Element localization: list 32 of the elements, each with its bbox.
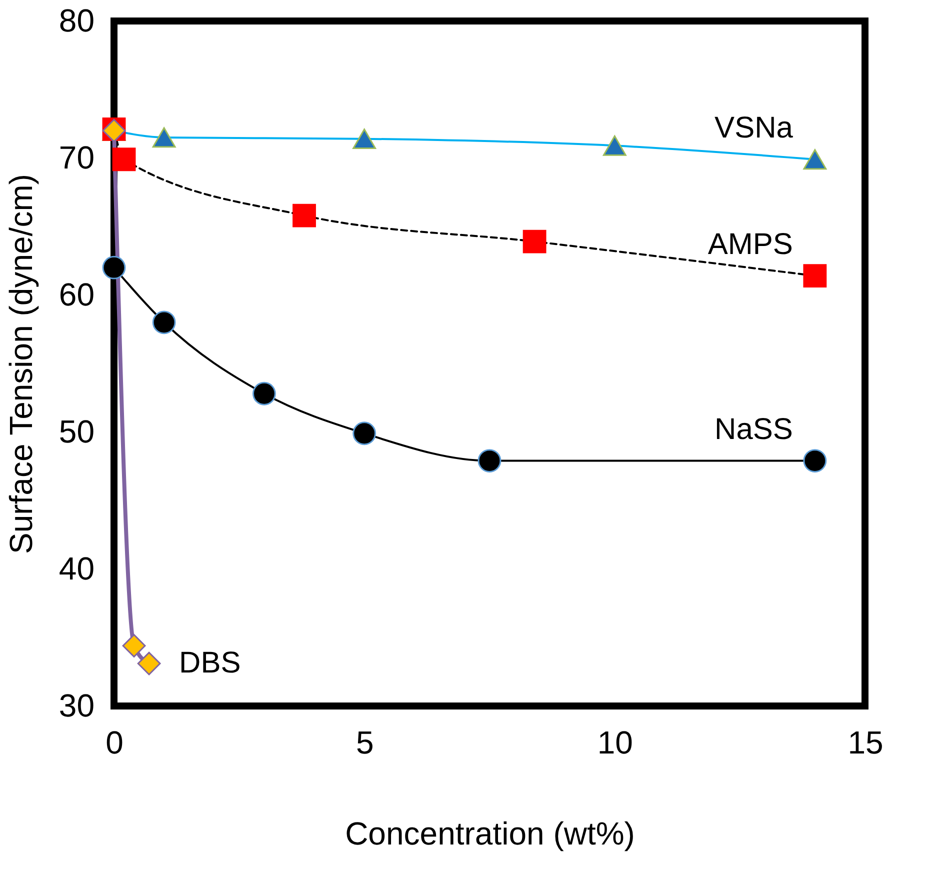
x-tick-label: 15 xyxy=(848,724,884,760)
x-tick-label: 0 xyxy=(106,724,124,760)
point xyxy=(152,127,176,148)
point xyxy=(803,264,827,288)
point xyxy=(522,230,546,254)
y-tick-label: 50 xyxy=(58,414,94,450)
y-tick-label: 70 xyxy=(58,140,94,176)
point xyxy=(152,310,176,334)
x-tick-label: 5 xyxy=(356,724,374,760)
y-tick-label: 40 xyxy=(58,550,94,586)
point xyxy=(352,422,376,446)
y-tick-label: 80 xyxy=(58,2,94,38)
series-label: NaSS xyxy=(714,412,793,446)
series-label: AMPS xyxy=(708,228,793,261)
series-label: VSNa xyxy=(714,111,794,144)
point xyxy=(352,128,376,150)
series-label: DBS xyxy=(179,646,241,680)
x-axis-title: Concentration (wt%) xyxy=(345,816,635,852)
point xyxy=(478,449,502,472)
y-axis-title: Surface Tension (dyne/cm) xyxy=(2,174,39,554)
point xyxy=(112,148,136,172)
y-tick-label: 30 xyxy=(58,688,94,724)
point xyxy=(252,382,276,406)
x-tick-label: 10 xyxy=(597,724,633,760)
point xyxy=(102,256,126,280)
point xyxy=(803,449,827,472)
point xyxy=(602,135,626,156)
point xyxy=(803,149,827,170)
y-tick-label: 60 xyxy=(58,276,94,312)
point xyxy=(292,204,316,228)
point xyxy=(122,634,146,658)
point xyxy=(137,652,161,676)
